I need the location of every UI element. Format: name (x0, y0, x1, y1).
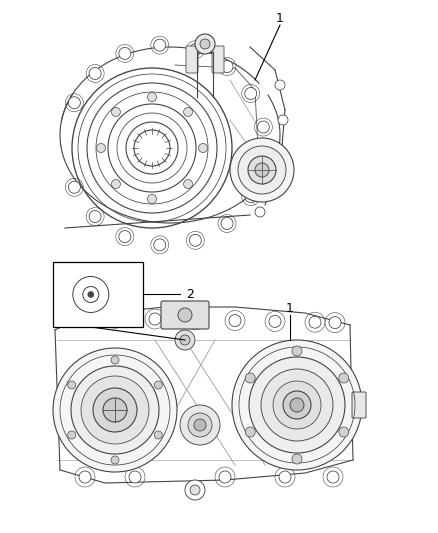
Circle shape (258, 157, 269, 169)
Circle shape (79, 471, 91, 483)
Circle shape (339, 427, 349, 437)
Circle shape (103, 398, 127, 422)
Circle shape (267, 187, 277, 197)
Circle shape (53, 348, 177, 472)
Circle shape (89, 211, 101, 223)
Circle shape (238, 146, 286, 194)
Circle shape (255, 207, 265, 217)
Circle shape (273, 381, 321, 429)
Circle shape (119, 231, 131, 243)
Circle shape (69, 311, 81, 324)
Circle shape (189, 44, 201, 56)
Circle shape (111, 108, 120, 116)
Circle shape (154, 39, 166, 51)
Circle shape (180, 405, 220, 445)
Circle shape (185, 480, 205, 500)
Circle shape (154, 381, 162, 389)
Circle shape (81, 376, 149, 444)
Circle shape (290, 398, 304, 412)
Circle shape (219, 471, 231, 483)
Circle shape (93, 388, 137, 432)
Circle shape (189, 314, 201, 326)
Circle shape (119, 47, 131, 59)
Circle shape (148, 93, 156, 101)
Circle shape (194, 419, 206, 431)
Circle shape (175, 330, 195, 350)
Circle shape (184, 108, 193, 116)
Circle shape (88, 292, 94, 297)
Circle shape (283, 391, 311, 419)
Circle shape (292, 454, 302, 464)
Circle shape (129, 471, 141, 483)
Circle shape (188, 413, 212, 437)
Circle shape (68, 381, 76, 389)
Circle shape (111, 456, 119, 464)
Circle shape (245, 373, 255, 383)
FancyBboxPatch shape (212, 46, 224, 73)
Circle shape (71, 366, 159, 454)
Circle shape (279, 471, 291, 483)
FancyBboxPatch shape (161, 301, 209, 329)
Circle shape (278, 115, 288, 125)
Circle shape (109, 312, 121, 324)
Circle shape (292, 346, 302, 356)
Circle shape (190, 485, 200, 495)
FancyBboxPatch shape (186, 46, 198, 73)
Circle shape (149, 313, 161, 325)
Circle shape (249, 357, 345, 453)
Circle shape (327, 471, 339, 483)
Circle shape (339, 373, 349, 383)
Circle shape (198, 143, 208, 152)
Circle shape (68, 181, 80, 193)
Circle shape (200, 39, 210, 49)
Circle shape (148, 195, 156, 204)
Circle shape (180, 335, 190, 345)
Circle shape (269, 316, 281, 327)
Circle shape (230, 138, 294, 202)
Circle shape (154, 239, 166, 251)
Circle shape (255, 163, 269, 177)
Circle shape (245, 87, 257, 100)
Circle shape (89, 68, 101, 79)
Circle shape (258, 121, 269, 133)
Circle shape (189, 235, 201, 246)
Circle shape (275, 155, 285, 165)
Text: 1: 1 (276, 12, 284, 25)
FancyBboxPatch shape (352, 392, 366, 418)
Circle shape (309, 316, 321, 328)
Circle shape (111, 180, 120, 189)
Text: 2: 2 (186, 287, 194, 301)
Circle shape (261, 369, 333, 441)
Circle shape (245, 427, 255, 437)
Circle shape (245, 190, 257, 203)
Circle shape (68, 431, 76, 439)
Circle shape (111, 356, 119, 364)
Circle shape (195, 34, 215, 54)
Circle shape (184, 180, 193, 189)
Circle shape (275, 80, 285, 90)
Circle shape (178, 308, 192, 322)
Circle shape (329, 317, 341, 329)
Circle shape (221, 61, 233, 72)
Circle shape (248, 156, 276, 184)
Circle shape (232, 340, 362, 470)
Circle shape (229, 314, 241, 327)
Bar (53, 262, 143, 327)
Circle shape (96, 143, 106, 152)
Text: 1: 1 (286, 302, 294, 314)
Circle shape (154, 431, 162, 439)
Circle shape (221, 217, 233, 229)
Circle shape (68, 96, 80, 109)
